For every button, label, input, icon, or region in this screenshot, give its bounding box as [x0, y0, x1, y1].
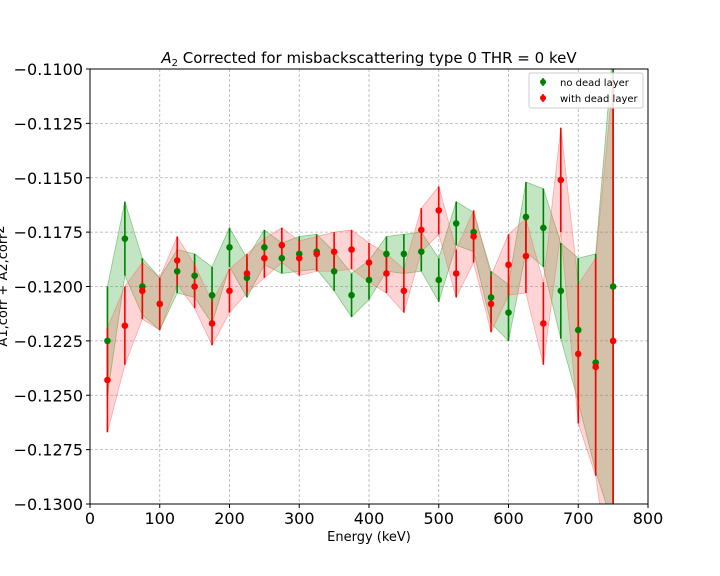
band-series-1: [107, 79, 614, 504]
legend: no dead layer with dead layer: [528, 72, 644, 109]
x-tick-label: 400: [354, 509, 385, 528]
point-series-0: [452, 220, 460, 227]
chart-title: A2 Corrected for misbackscattering type …: [160, 49, 577, 69]
point-series-0: [226, 244, 233, 251]
legend-marker: [540, 95, 546, 101]
point-series-1: [505, 261, 512, 269]
point-series-0: [365, 276, 373, 284]
point-series-1: [139, 287, 146, 295]
x-tick-label: 800: [633, 509, 664, 528]
point-series-1: [191, 283, 198, 290]
point-series-1: [470, 233, 477, 240]
point-series-0: [121, 235, 129, 242]
point-series-1: [418, 226, 425, 234]
point-series-1: [574, 350, 582, 358]
x-tick-label: 700: [563, 509, 594, 528]
y-tick-label: −0.1100: [14, 60, 83, 79]
point-series-0: [278, 254, 286, 262]
point-series-1: [104, 376, 111, 384]
x-tick-label: 0: [85, 509, 95, 528]
point-series-1: [121, 322, 129, 329]
point-series-0: [348, 291, 355, 299]
point-series-0: [574, 326, 582, 334]
data-points: [104, 176, 617, 384]
point-series-1: [592, 363, 599, 371]
point-series-0: [540, 224, 547, 232]
legend-box: [528, 72, 644, 109]
point-series-0: [191, 272, 198, 279]
point-series-0: [400, 250, 408, 258]
y-tick-label: −0.1175: [14, 223, 83, 242]
point-series-1: [348, 246, 355, 253]
point-series-1: [243, 270, 251, 277]
point-series-1: [557, 176, 565, 184]
y-tick-label: −0.1250: [14, 386, 83, 405]
point-series-1: [261, 254, 268, 262]
y-tick-label: −0.1275: [14, 441, 83, 460]
point-series-0: [609, 283, 617, 290]
point-series-1: [435, 207, 443, 214]
point-series-1: [226, 287, 233, 295]
point-series-1: [487, 300, 495, 308]
point-series-0: [173, 267, 181, 275]
legend-label: with dead layer: [560, 94, 639, 105]
point-series-1: [383, 270, 390, 277]
y-tick-label: −0.1150: [14, 169, 83, 188]
point-series-1: [208, 320, 216, 327]
point-series-1: [156, 300, 164, 308]
x-tick-label: 500: [423, 509, 454, 528]
point-series-0: [557, 287, 565, 295]
y-axis-ticks: −0.1300 −0.1275 −0.1250 −0.1225 −0.1200 −0.11…: [14, 60, 90, 514]
point-series-1: [452, 270, 460, 277]
point-series-1: [609, 337, 617, 345]
point-series-1: [540, 320, 547, 327]
point-series-0: [522, 213, 530, 221]
x-tick-label: 200: [214, 509, 245, 528]
point-series-1: [173, 257, 181, 264]
x-tick-label: 600: [493, 509, 524, 528]
y-tick-label: −0.1225: [14, 332, 83, 351]
x-axis-ticks: 0 100 200 300 400 500 600 700 800: [85, 504, 663, 528]
point-series-0: [261, 244, 268, 251]
point-series-1: [400, 287, 408, 295]
point-series-0: [383, 250, 390, 258]
confidence-bands: [107, 69, 614, 504]
point-series-1: [522, 252, 530, 260]
point-series-1: [365, 259, 373, 266]
legend-label: no dead layer: [560, 78, 630, 89]
point-series-0: [104, 337, 111, 345]
point-series-0: [418, 248, 425, 255]
point-series-1: [313, 250, 320, 258]
x-tick-label: 100: [144, 509, 175, 528]
y-axis-label: A1,corr + A2,corr2: [0, 225, 11, 346]
x-axis-label: Energy (keV): [327, 530, 411, 545]
point-series-0: [330, 267, 338, 275]
point-series-1: [278, 241, 286, 249]
legend-marker: [540, 79, 546, 85]
point-series-1: [330, 248, 338, 255]
x-tick-label: 300: [284, 509, 315, 528]
point-series-0: [487, 294, 495, 301]
y-tick-label: −0.1300: [14, 495, 83, 514]
point-series-1: [295, 254, 303, 262]
y-tick-label: −0.1200: [14, 278, 83, 297]
point-series-0: [435, 276, 443, 284]
y-tick-label: −0.1125: [14, 114, 83, 133]
point-series-0: [505, 309, 512, 316]
point-series-0: [208, 291, 216, 299]
